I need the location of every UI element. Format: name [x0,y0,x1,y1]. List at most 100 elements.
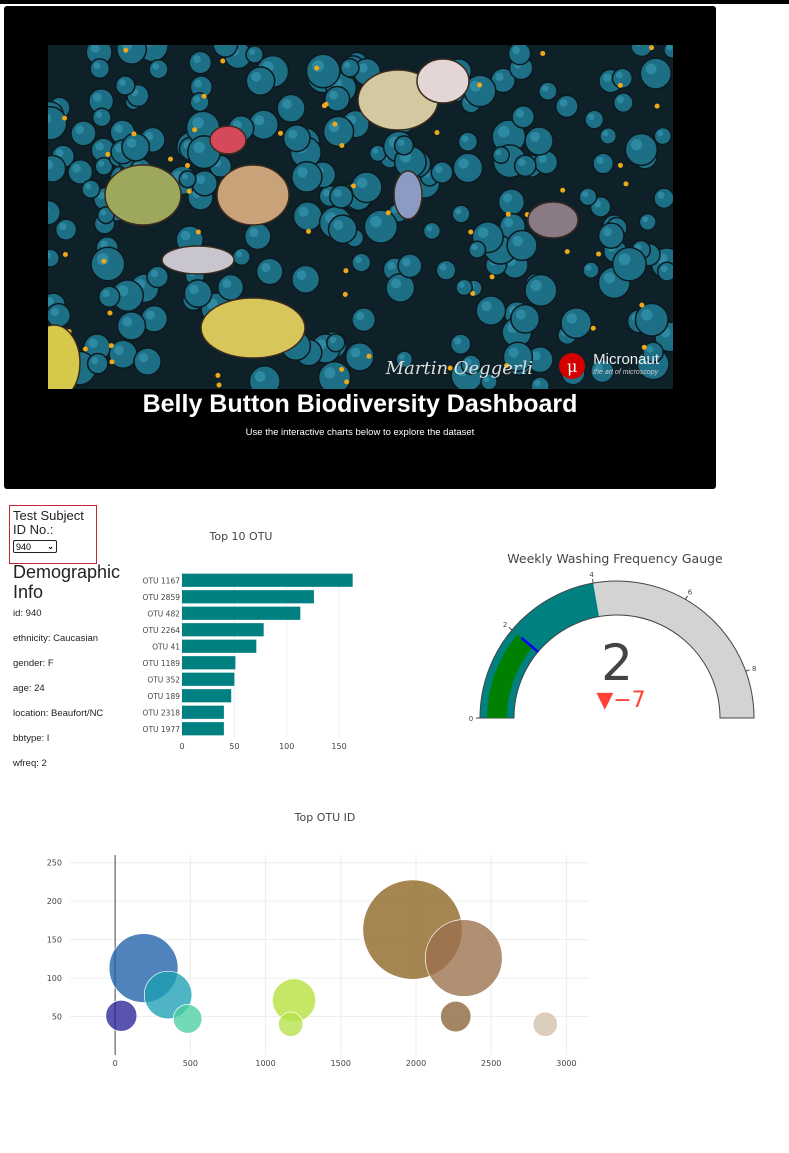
micronaut-logo-subtext: the art of microscopy [593,369,659,376]
cocci-cell [351,252,372,273]
bubble-chart-ytick: 150 [47,936,62,945]
cell-highlight [343,61,351,69]
cell-highlight [483,376,490,383]
spore-dot [62,252,68,258]
cell-highlight [219,45,224,46]
cell-highlight [356,177,368,189]
spore-dot [321,103,327,109]
cell-highlight [657,191,665,199]
subject-id-value: 940 [16,541,32,552]
cocci-cell [322,115,355,148]
spore-dot [540,50,546,56]
cell-highlight [150,269,159,278]
demographic-item-location: location: Beaufort/NC [13,708,104,719]
cocci-cell [217,273,245,301]
demographic-item-ethnicity: ethnicity: Caucasian [13,633,99,644]
cocci-cell [188,50,213,75]
subject-id-select[interactable]: 940 ⌄ [13,540,57,553]
cell-highlight [641,309,653,321]
cocci-cell [507,45,532,66]
bubble-otu-2318 [425,919,503,997]
cell-highlight [322,189,331,197]
micronaut-logo-text: Micronaut [593,351,659,368]
bar-otu-41 [182,639,257,653]
cell-highlight [391,278,402,289]
cell-highlight [298,206,309,217]
spore-dot [654,103,660,109]
bar-chart[interactable]: Top 10 OTU 0 50 100 150 OTU 1167 OTU 2859 OTU 4… [130,525,370,755]
bar-chart-xtick: 100 [279,742,294,751]
cocci-cell [90,246,126,282]
image-signature: Martin Oeggerli [385,358,533,379]
cocci-cell [255,257,284,286]
cell-highlight [180,230,191,241]
gauge-tick-mark [508,626,513,631]
cell-highlight [119,79,126,86]
spore-dot [596,251,602,257]
cell-highlight [329,336,337,344]
cell-highlight [88,338,98,348]
cell-highlight [455,208,462,215]
spore-dot [590,325,596,331]
header-banner: Martin Oeggerli μ Micronaut the art of m… [4,6,716,489]
bacteria-blob [200,297,306,359]
gauge-step-high [593,581,754,718]
cocci-cell [146,265,170,289]
cell-highlight [329,90,338,100]
bar-chart-ytick: OTU 189 [147,692,180,701]
cocci-cell [592,152,615,175]
cocci-cell [524,126,554,156]
bar-chart-xtick: 50 [229,742,239,751]
spore-dot [623,181,629,187]
bubble-chart[interactable]: Top OTU ID 50 100 150 200 250 0 500 1000 1500 2000… [30,805,600,1070]
spore-dot [168,156,174,162]
cell-highlight [138,352,149,363]
cell-highlight [370,215,382,228]
cocci-cell [624,132,658,167]
spore-dot [109,359,115,365]
cell-highlight [635,45,642,47]
spore-dot [470,290,476,296]
cell-highlight [660,265,668,273]
bar-otu-1189 [182,656,236,670]
cell-highlight [387,261,396,270]
cell-highlight [50,307,60,317]
cell-highlight [497,125,510,138]
cell-highlight [399,353,405,360]
spore-dot [344,379,350,385]
spore-dot [195,229,201,235]
cell-highlight [495,72,504,82]
cell-highlight [515,109,524,118]
bubble-chart-xtick: 2000 [406,1059,426,1068]
bar-otu-2264 [182,623,264,637]
cell-highlight [114,345,124,355]
cell-highlight [122,316,133,327]
cell-highlight [90,45,100,53]
cocci-cell [116,311,147,341]
bubble-chart-xtick: 500 [183,1059,198,1068]
cell-highlight [249,227,259,238]
spore-dot [82,346,88,352]
spore-dot [105,151,111,157]
cell-highlight [642,216,649,223]
cocci-cell [178,170,197,189]
cell-highlight [254,115,265,126]
cell-highlight [193,141,205,153]
cocci-cell [86,352,109,375]
cell-highlight [91,357,99,365]
cocci-cell [81,179,101,199]
cocci-cell [599,127,618,145]
cell-highlight [397,139,405,146]
spore-dot [342,291,348,297]
bacteria-blob [393,170,423,220]
cell-highlight [297,167,308,178]
gauge-chart[interactable]: Weekly Washing Frequency Gauge 0 2 4 6 8 2 ▼−7 [465,545,765,735]
cell-highlight [495,149,502,156]
cell-highlight [282,99,292,109]
cocci-cell [397,253,423,279]
cell-highlight [236,251,243,258]
cocci-cell [560,307,593,340]
cocci-cell [435,259,457,281]
cocci-cell [612,92,634,114]
cocci-cell [326,333,346,353]
